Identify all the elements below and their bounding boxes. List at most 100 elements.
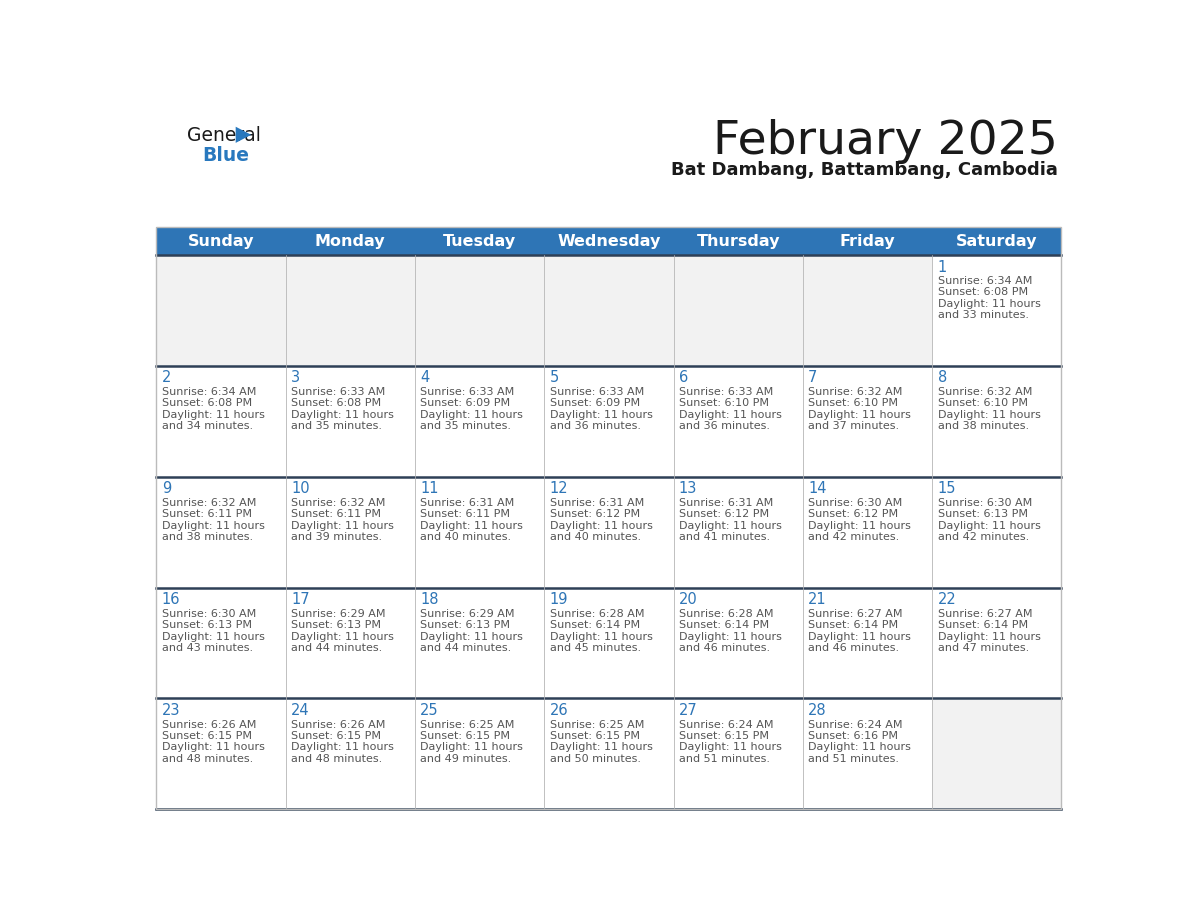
- Bar: [285, 255, 415, 365]
- Text: 9: 9: [162, 481, 171, 497]
- Text: 6: 6: [678, 371, 688, 386]
- Text: and 36 minutes.: and 36 minutes.: [550, 421, 640, 431]
- Text: Daylight: 11 hours: Daylight: 11 hours: [550, 632, 652, 642]
- Bar: [803, 476, 933, 588]
- Text: Daylight: 11 hours: Daylight: 11 hours: [937, 299, 1041, 308]
- Text: and 40 minutes.: and 40 minutes.: [421, 532, 511, 542]
- Bar: [415, 476, 544, 588]
- Text: Sunrise: 6:33 AM: Sunrise: 6:33 AM: [421, 387, 514, 397]
- Text: Sunrise: 6:33 AM: Sunrise: 6:33 AM: [291, 387, 385, 397]
- Text: and 44 minutes.: and 44 minutes.: [291, 643, 383, 653]
- Text: and 46 minutes.: and 46 minutes.: [678, 643, 770, 653]
- Text: Sunset: 6:13 PM: Sunset: 6:13 PM: [162, 621, 252, 630]
- Text: 25: 25: [421, 703, 438, 718]
- Bar: [157, 227, 1061, 255]
- Text: General: General: [188, 126, 261, 144]
- Text: Sunrise: 6:29 AM: Sunrise: 6:29 AM: [291, 609, 385, 619]
- Text: Sunset: 6:11 PM: Sunset: 6:11 PM: [162, 509, 252, 520]
- Text: Sunset: 6:09 PM: Sunset: 6:09 PM: [421, 398, 511, 409]
- Text: Sunset: 6:14 PM: Sunset: 6:14 PM: [937, 621, 1028, 630]
- Text: 23: 23: [162, 703, 181, 718]
- Bar: [544, 588, 674, 699]
- Text: Sunrise: 6:34 AM: Sunrise: 6:34 AM: [162, 387, 257, 397]
- Text: and 38 minutes.: and 38 minutes.: [162, 532, 253, 542]
- Text: and 35 minutes.: and 35 minutes.: [291, 421, 383, 431]
- Text: 17: 17: [291, 592, 310, 607]
- Text: 18: 18: [421, 592, 438, 607]
- Text: Sunrise: 6:30 AM: Sunrise: 6:30 AM: [937, 498, 1032, 508]
- Text: Sunset: 6:16 PM: Sunset: 6:16 PM: [808, 731, 898, 741]
- Text: Sunset: 6:11 PM: Sunset: 6:11 PM: [421, 509, 511, 520]
- Text: Daylight: 11 hours: Daylight: 11 hours: [162, 409, 265, 420]
- Text: Daylight: 11 hours: Daylight: 11 hours: [162, 521, 265, 531]
- Text: Sunset: 6:08 PM: Sunset: 6:08 PM: [291, 398, 381, 409]
- Bar: [803, 588, 933, 699]
- Text: and 35 minutes.: and 35 minutes.: [421, 421, 511, 431]
- Text: Sunrise: 6:31 AM: Sunrise: 6:31 AM: [678, 498, 773, 508]
- Text: Sunrise: 6:30 AM: Sunrise: 6:30 AM: [808, 498, 903, 508]
- Text: 4: 4: [421, 371, 430, 386]
- Text: and 40 minutes.: and 40 minutes.: [550, 532, 640, 542]
- Bar: [285, 476, 415, 588]
- Polygon shape: [235, 127, 251, 143]
- Bar: [674, 476, 803, 588]
- Text: Sunset: 6:15 PM: Sunset: 6:15 PM: [678, 731, 769, 741]
- Text: Daylight: 11 hours: Daylight: 11 hours: [291, 743, 394, 753]
- Text: Sunrise: 6:26 AM: Sunrise: 6:26 AM: [162, 720, 257, 730]
- Bar: [803, 699, 933, 810]
- Text: Sunrise: 6:31 AM: Sunrise: 6:31 AM: [550, 498, 644, 508]
- Text: 22: 22: [937, 592, 956, 607]
- Text: Sunset: 6:10 PM: Sunset: 6:10 PM: [808, 398, 898, 409]
- Text: Sunset: 6:09 PM: Sunset: 6:09 PM: [550, 398, 640, 409]
- Text: Sunset: 6:15 PM: Sunset: 6:15 PM: [291, 731, 381, 741]
- Text: Sunset: 6:13 PM: Sunset: 6:13 PM: [937, 509, 1028, 520]
- Text: Daylight: 11 hours: Daylight: 11 hours: [421, 409, 523, 420]
- Bar: [933, 476, 1061, 588]
- Text: 10: 10: [291, 481, 310, 497]
- Text: Daylight: 11 hours: Daylight: 11 hours: [421, 521, 523, 531]
- Text: Daylight: 11 hours: Daylight: 11 hours: [808, 521, 911, 531]
- Bar: [285, 699, 415, 810]
- Bar: [157, 476, 285, 588]
- Bar: [544, 699, 674, 810]
- Text: 14: 14: [808, 481, 827, 497]
- Text: and 46 minutes.: and 46 minutes.: [808, 643, 899, 653]
- Bar: [415, 588, 544, 699]
- Bar: [415, 255, 544, 365]
- Text: Daylight: 11 hours: Daylight: 11 hours: [678, 743, 782, 753]
- Text: Sunrise: 6:24 AM: Sunrise: 6:24 AM: [808, 720, 903, 730]
- Text: Sunset: 6:10 PM: Sunset: 6:10 PM: [678, 398, 769, 409]
- Bar: [157, 365, 285, 476]
- Bar: [803, 365, 933, 476]
- Bar: [415, 365, 544, 476]
- Text: Sunrise: 6:27 AM: Sunrise: 6:27 AM: [808, 609, 903, 619]
- Text: Sunrise: 6:24 AM: Sunrise: 6:24 AM: [678, 720, 773, 730]
- Text: Wednesday: Wednesday: [557, 233, 661, 249]
- Text: and 50 minutes.: and 50 minutes.: [550, 754, 640, 764]
- Bar: [157, 699, 285, 810]
- Text: Tuesday: Tuesday: [443, 233, 516, 249]
- Text: Sunset: 6:08 PM: Sunset: 6:08 PM: [937, 287, 1028, 297]
- Text: Sunset: 6:15 PM: Sunset: 6:15 PM: [421, 731, 511, 741]
- Text: Daylight: 11 hours: Daylight: 11 hours: [162, 743, 265, 753]
- Bar: [674, 255, 803, 365]
- Text: Sunset: 6:12 PM: Sunset: 6:12 PM: [808, 509, 898, 520]
- Text: 3: 3: [291, 371, 301, 386]
- Text: Daylight: 11 hours: Daylight: 11 hours: [808, 632, 911, 642]
- Text: Sunrise: 6:28 AM: Sunrise: 6:28 AM: [550, 609, 644, 619]
- Bar: [803, 255, 933, 365]
- Text: Sunset: 6:10 PM: Sunset: 6:10 PM: [937, 398, 1028, 409]
- Text: Daylight: 11 hours: Daylight: 11 hours: [808, 409, 911, 420]
- Text: Sunrise: 6:27 AM: Sunrise: 6:27 AM: [937, 609, 1032, 619]
- Text: and 48 minutes.: and 48 minutes.: [291, 754, 383, 764]
- Text: Sunrise: 6:29 AM: Sunrise: 6:29 AM: [421, 609, 514, 619]
- Bar: [285, 588, 415, 699]
- Text: and 51 minutes.: and 51 minutes.: [808, 754, 899, 764]
- Text: 1: 1: [937, 260, 947, 274]
- Text: 8: 8: [937, 371, 947, 386]
- Text: 28: 28: [808, 703, 827, 718]
- Text: Daylight: 11 hours: Daylight: 11 hours: [678, 632, 782, 642]
- Text: Daylight: 11 hours: Daylight: 11 hours: [291, 521, 394, 531]
- Text: Bat Dambang, Battambang, Cambodia: Bat Dambang, Battambang, Cambodia: [671, 161, 1057, 179]
- Text: Daylight: 11 hours: Daylight: 11 hours: [678, 521, 782, 531]
